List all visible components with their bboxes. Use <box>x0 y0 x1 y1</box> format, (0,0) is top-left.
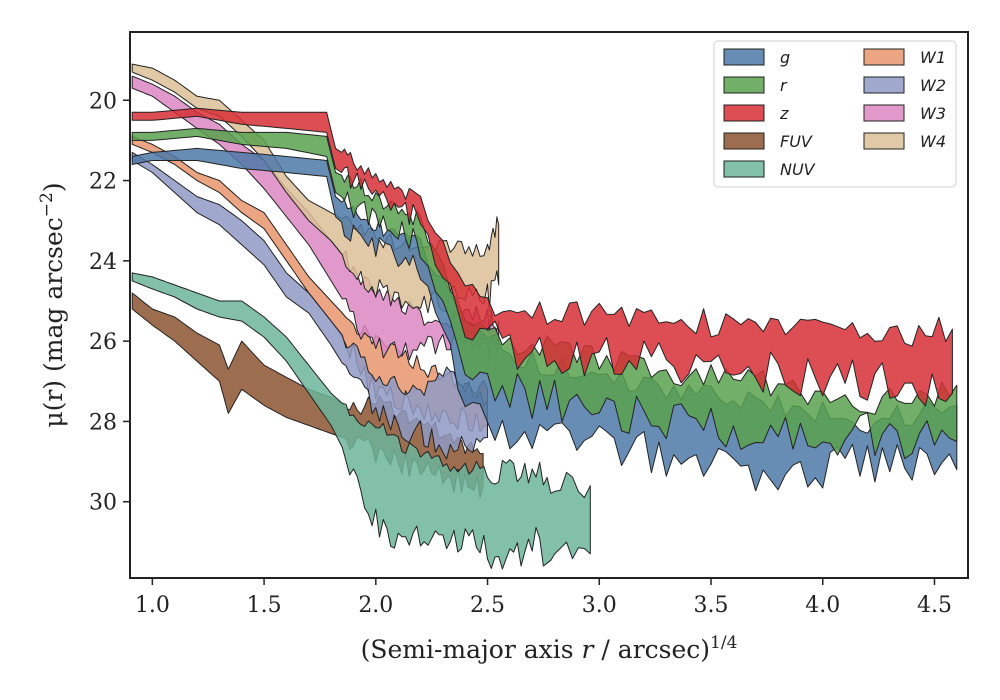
x-tick-label: 4.0 <box>805 593 840 618</box>
legend-label-FUV: FUV <box>780 132 813 151</box>
y-tick-label: 30 <box>89 491 117 516</box>
plot-frame <box>129 31 969 579</box>
legend-label-r: r <box>780 76 788 95</box>
y-axis-label: μ(r) (mag arcsec−2) <box>37 182 68 427</box>
x-tick-label: 3.0 <box>582 593 617 618</box>
series-band-z <box>131 107 953 407</box>
x-tick-label: 3.5 <box>694 593 729 618</box>
series-band-NUV <box>131 272 591 570</box>
x-axis-label: (Semi-major axis r / arcsec)1/4 <box>361 633 738 664</box>
legend-label-W4: W4 <box>920 132 946 151</box>
legend-swatch-g <box>723 48 765 66</box>
legend: grz FUV NUV W1 W2 W3 W4 <box>713 40 957 188</box>
x-axis: 1.0 1.5 2.0 2.5 3.0 3.5 4.0 4.5 <box>135 578 952 618</box>
legend-swatch-r <box>723 76 765 94</box>
x-tick-label: 1.0 <box>135 593 170 618</box>
x-tick-label: 2.5 <box>470 593 505 618</box>
y-tick-label: 20 <box>89 89 117 114</box>
y-tick-label: 28 <box>89 410 117 435</box>
y-tick-label: 26 <box>89 330 117 355</box>
legend-label-z: z <box>779 104 789 123</box>
legend-label-W3: W3 <box>920 104 946 123</box>
series-band-W2 <box>131 151 488 460</box>
y-tick-label: 22 <box>89 170 117 195</box>
y-axis: 20 22 24 26 28 30 <box>89 89 130 516</box>
legend-swatch-FUV <box>723 132 765 150</box>
legend-swatch-W4 <box>863 132 905 150</box>
legend-label-NUV: NUV <box>780 160 816 179</box>
x-tick-label: 4.5 <box>917 593 952 618</box>
legend-swatch-W3 <box>863 104 905 122</box>
legend-label-W2: W2 <box>920 76 946 95</box>
legend-swatch-W1 <box>863 48 905 66</box>
legend-label-W1: W1 <box>920 48 946 67</box>
legend-label-g: g <box>780 48 790 67</box>
legend-swatch-z <box>723 104 765 122</box>
series-layer <box>131 63 958 570</box>
x-tick-label: 2.0 <box>358 593 393 618</box>
y-tick-label: 24 <box>89 250 117 275</box>
legend-swatch-W2 <box>863 76 905 94</box>
legend-swatch-NUV <box>723 160 765 178</box>
x-tick-label: 1.5 <box>247 593 282 618</box>
